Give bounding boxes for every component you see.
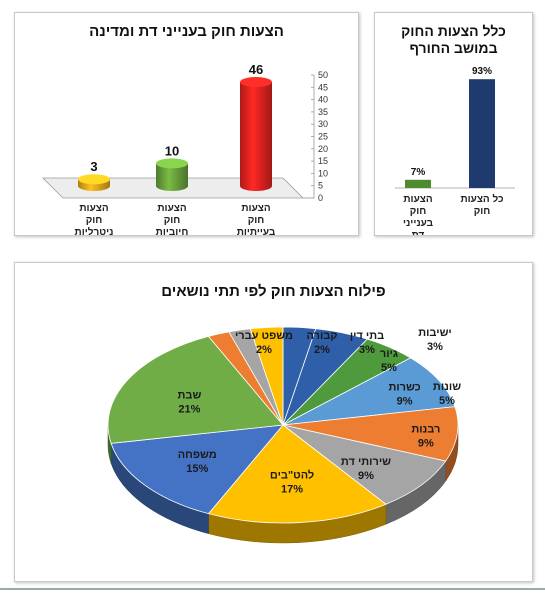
y-tick-label: 35 [318, 107, 328, 117]
pie-slice-label: שונות [433, 381, 461, 393]
bar-value-label: 3 [90, 159, 97, 174]
pie-slice [282, 424, 447, 505]
pie-slice-value: 3% [427, 341, 443, 353]
category-label: ניטרליות [75, 226, 114, 235]
pie-slice-label: משפט עברי [235, 330, 293, 342]
share-category-label: כל הצעות [460, 193, 503, 205]
share-category-label: דת [412, 230, 425, 235]
category-label: הצעות [241, 203, 270, 214]
share-bar [469, 79, 495, 188]
pie-slice-label: גיור [380, 348, 398, 360]
pie-slice-label: רבנות [411, 424, 440, 436]
pie-slice-label: להט"בים [270, 469, 314, 482]
share-bar-label: 93% [472, 66, 492, 77]
category-label: בעייתיות [237, 227, 276, 235]
total-chart-title: כלל הצעות החוק במושב החורף [401, 23, 506, 56]
pie-slice-label: שירותי דת [341, 456, 391, 468]
y-tick-label: 30 [318, 119, 328, 129]
category-label: חוק [86, 215, 103, 226]
pie-slice-value: 9% [418, 438, 434, 450]
bar-body [156, 163, 188, 191]
pie-slice-label: ישיבות [418, 327, 452, 339]
pie-slice [207, 424, 387, 524]
bar-value-label: 46 [249, 62, 263, 77]
y-tick-label: 10 [318, 168, 328, 178]
share-bar [405, 179, 431, 188]
pie-slice-label: קבורה [307, 330, 338, 342]
total-share-chart: כלל הצעות החוק במושב החורף 93% כל הצעות חו… [374, 12, 533, 253]
share-category-label: חוק [474, 206, 491, 217]
pie-slice-value: 9% [397, 395, 413, 407]
pie-slice-value: 3% [359, 344, 375, 356]
pie-slice-value: 15% [186, 463, 208, 475]
pie-slice-value: 5% [439, 395, 455, 407]
y-tick-label: 25 [318, 132, 328, 142]
category-label: הצעות [157, 203, 186, 214]
pie-slice-label: משפחה [178, 449, 217, 461]
y-tick-label: 20 [318, 144, 328, 154]
y-tick-label: 45 [318, 82, 328, 92]
pie-chart-canvas: ישיבות 3% גיור 5% שונות 5% כשרות 9% רבנות 9% שירות… [107, 326, 461, 544]
pie-slice-label: שבת [178, 389, 202, 401]
bar-top [156, 158, 188, 169]
bar-top [78, 174, 110, 185]
y-tick-label: 5 [318, 181, 323, 191]
bar-body [240, 82, 272, 191]
y-tick-label: 15 [318, 156, 328, 166]
category-label: הצעות [79, 203, 108, 214]
pie-slice-label: כשרות [388, 381, 420, 393]
share-category-label: בענייני [403, 218, 434, 229]
pie-slice [282, 357, 456, 426]
share-bar-label: 7% [411, 167, 426, 178]
bar-value-label: 10 [165, 143, 179, 158]
category-label: חיוביות [156, 227, 189, 235]
pie-slice-value: 5% [381, 362, 397, 374]
pie-slice-value: 21% [178, 403, 200, 415]
pie-slice [110, 424, 284, 515]
bar-chart-title: הצעות חוק בענייני דת ומדינה [89, 23, 284, 40]
page-divider [0, 588, 545, 590]
bar-top [240, 77, 272, 88]
pie-slice-value: 17% [281, 484, 303, 496]
y-tick-label: 50 [318, 70, 328, 80]
y-tick-label: 40 [318, 95, 328, 105]
pie-slice [249, 326, 284, 426]
pie-slice-value: 9% [358, 470, 374, 482]
category-label: חוק [164, 215, 181, 226]
y-tick-label: 0 [318, 193, 323, 203]
bar-chart-canvas: 0510152025303540455046הצעותחוקבעייתיות10… [42, 62, 328, 238]
pie-slice [282, 406, 459, 462]
pie-slice-label: בתי דין [350, 330, 384, 342]
share-category-label: הצעות [403, 194, 432, 205]
pie-chart-title: פילוח הצעות חוק לפי תתי נושאים [161, 283, 386, 300]
subtopic-pie-chart: פילוח הצעות חוק לפי תתי נושאים ישיבות 3% ג… [14, 262, 533, 582]
legislation-bar-chart: הצעות חוק בענייני דת ומדינה 0 5 10 15 20 25 30… [14, 12, 359, 238]
category-label: חוק [248, 215, 265, 226]
share-category-label: חוק [410, 206, 427, 217]
pie-slice-value: 2% [314, 344, 330, 356]
pie-slice-value: 2% [256, 344, 272, 356]
pie-slice [107, 335, 284, 444]
